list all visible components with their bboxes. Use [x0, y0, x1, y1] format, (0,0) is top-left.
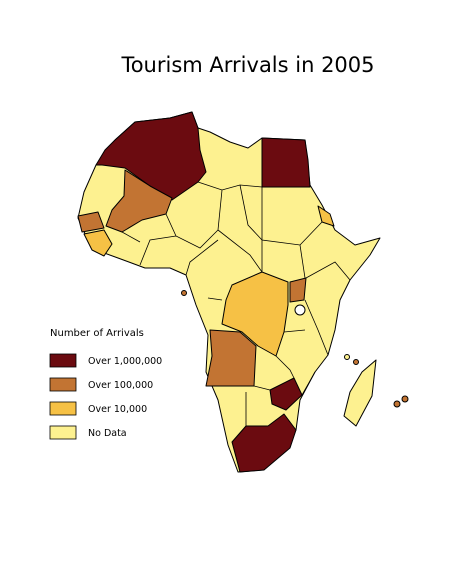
- country: [289, 277, 307, 303]
- legend-swatch: [49, 425, 77, 440]
- island: [401, 395, 409, 403]
- country: [83, 229, 113, 257]
- country: [231, 413, 297, 473]
- country: [261, 137, 311, 188]
- legend-label: Over 100,000: [88, 380, 153, 391]
- lake: [294, 304, 306, 316]
- country: [343, 359, 377, 427]
- borders: [121, 181, 351, 426]
- country: [317, 205, 335, 227]
- legend-swatch: [49, 353, 77, 368]
- country: [269, 377, 303, 411]
- legend-label: No Data: [88, 428, 127, 439]
- map-title: Tourism Arrivals in 2005: [120, 53, 374, 77]
- country: [105, 169, 173, 233]
- legend-swatch: [49, 377, 77, 392]
- legend-title: Number of Arrivals: [50, 328, 144, 339]
- country: [77, 211, 105, 233]
- legend-label: Over 1,000,000: [88, 356, 162, 367]
- legend-swatch: [49, 401, 77, 416]
- africa-map: [77, 111, 409, 473]
- legend-label: Over 10,000: [88, 404, 147, 415]
- island: [181, 290, 187, 296]
- legend: Number of Arrivals Over 1,000,000 Over 10…: [49, 328, 162, 440]
- island: [344, 354, 350, 360]
- island: [393, 400, 401, 408]
- island: [353, 359, 359, 365]
